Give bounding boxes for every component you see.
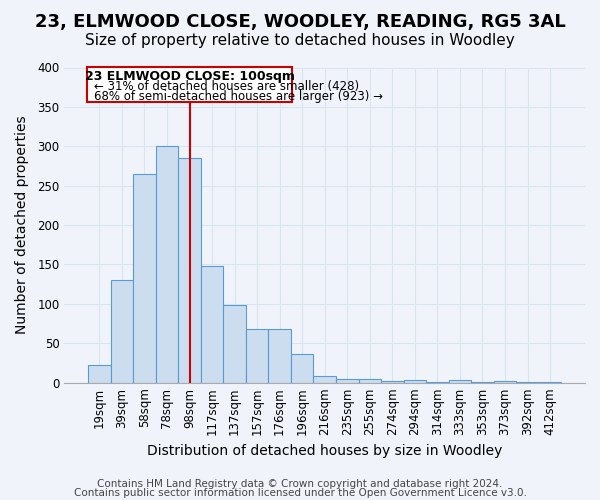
Bar — [381, 381, 404, 382]
Bar — [336, 378, 359, 382]
Text: Contains public sector information licensed under the Open Government Licence v3: Contains public sector information licen… — [74, 488, 526, 498]
Bar — [268, 329, 291, 382]
Bar — [246, 329, 268, 382]
Bar — [88, 366, 110, 382]
Bar — [223, 306, 246, 382]
Bar — [156, 146, 178, 382]
Y-axis label: Number of detached properties: Number of detached properties — [15, 116, 29, 334]
Bar — [494, 381, 516, 382]
Bar — [313, 376, 336, 382]
Text: 68% of semi-detached houses are larger (923) →: 68% of semi-detached houses are larger (… — [94, 90, 383, 103]
Bar — [359, 378, 381, 382]
Text: Contains HM Land Registry data © Crown copyright and database right 2024.: Contains HM Land Registry data © Crown c… — [97, 479, 503, 489]
X-axis label: Distribution of detached houses by size in Woodley: Distribution of detached houses by size … — [147, 444, 502, 458]
Bar — [449, 380, 471, 382]
Bar — [178, 158, 201, 382]
Bar — [291, 354, 313, 382]
Bar — [133, 174, 156, 382]
Text: 23 ELMWOOD CLOSE: 100sqm: 23 ELMWOOD CLOSE: 100sqm — [85, 70, 295, 83]
Bar — [110, 280, 133, 382]
Bar — [201, 266, 223, 382]
Text: Size of property relative to detached houses in Woodley: Size of property relative to detached ho… — [85, 32, 515, 48]
Text: ← 31% of detached houses are smaller (428): ← 31% of detached houses are smaller (42… — [94, 80, 359, 93]
Text: 23, ELMWOOD CLOSE, WOODLEY, READING, RG5 3AL: 23, ELMWOOD CLOSE, WOODLEY, READING, RG5… — [35, 12, 565, 30]
Bar — [404, 380, 426, 382]
